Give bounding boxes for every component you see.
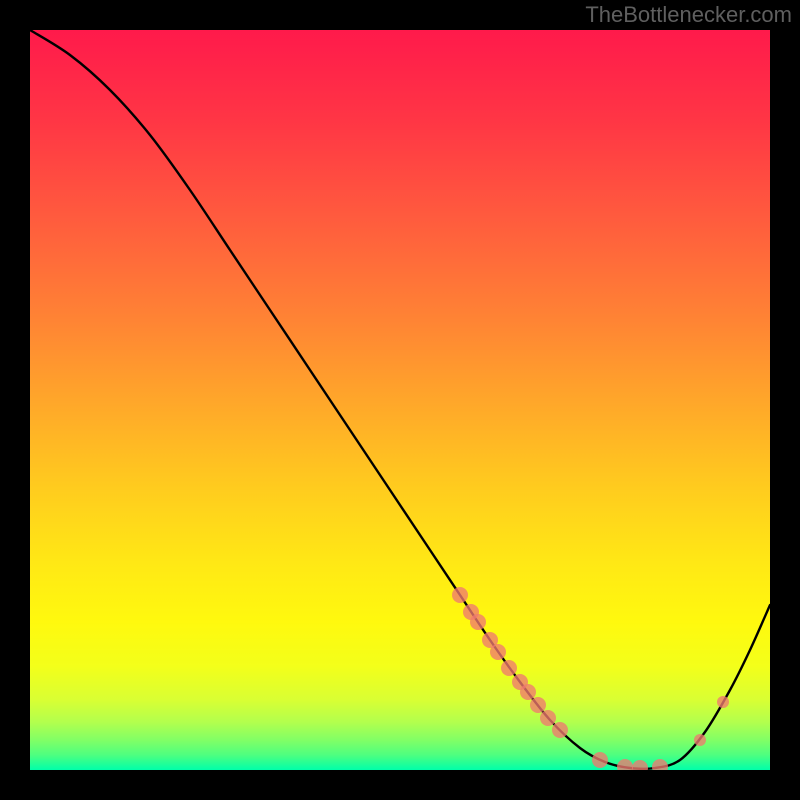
curve-marker xyxy=(452,587,468,603)
curve-marker xyxy=(694,734,706,746)
curve-marker xyxy=(520,684,536,700)
curve-marker xyxy=(530,697,546,713)
curve-marker xyxy=(501,660,517,676)
curve-marker xyxy=(717,696,729,708)
bottleneck-curve-chart xyxy=(30,30,770,770)
chart-background xyxy=(30,30,770,770)
watermark-text: TheBottlenecker.com xyxy=(585,0,800,28)
curve-marker xyxy=(490,644,506,660)
curve-marker xyxy=(470,614,486,630)
chart-container xyxy=(30,30,770,770)
curve-marker xyxy=(552,722,568,738)
curve-marker xyxy=(540,710,556,726)
curve-marker xyxy=(592,752,608,768)
